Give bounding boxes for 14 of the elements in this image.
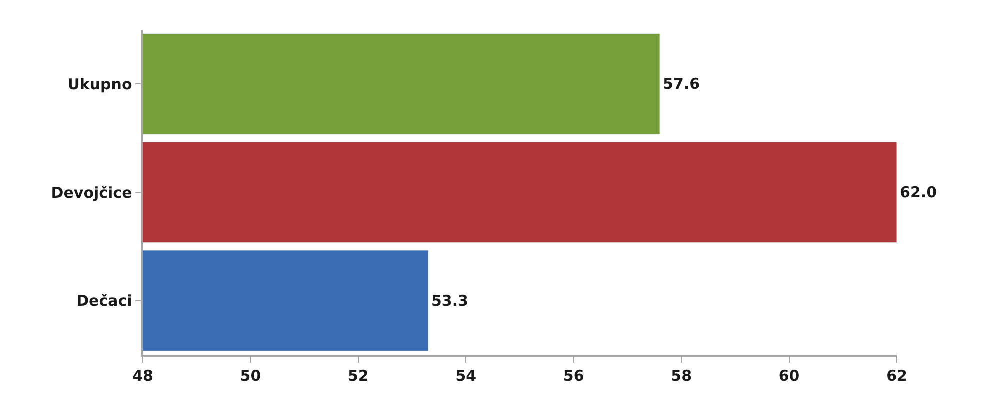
- y-tick-label: Devojčice: [51, 184, 132, 202]
- x-tick-label: 62: [886, 366, 908, 385]
- y-tick-label: Ukupno: [68, 75, 132, 94]
- x-tick-label: 52: [348, 366, 369, 385]
- x-tick-label: 60: [778, 366, 800, 385]
- x-tick-label: 48: [132, 366, 154, 385]
- x-tick-label: 58: [671, 366, 692, 385]
- x-tick-label: 56: [563, 366, 584, 385]
- x-tick-label: 50: [240, 366, 262, 385]
- data-label: 53.3: [431, 292, 468, 310]
- y-tick-label: Dečaci: [76, 292, 132, 310]
- data-label: 62.0: [900, 183, 938, 202]
- data-label: 57.6: [663, 75, 700, 94]
- x-tick-label: 54: [456, 366, 477, 385]
